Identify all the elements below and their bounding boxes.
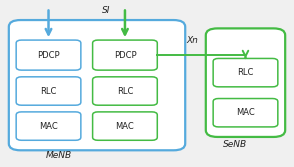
FancyBboxPatch shape: [213, 99, 278, 127]
Text: MAC: MAC: [116, 122, 134, 131]
FancyBboxPatch shape: [16, 77, 81, 105]
Text: SeNB: SeNB: [223, 140, 247, 149]
Text: MeNB: MeNB: [46, 151, 72, 160]
Text: Xn: Xn: [187, 36, 198, 45]
Text: RLC: RLC: [237, 68, 254, 77]
FancyBboxPatch shape: [93, 77, 157, 105]
Text: MAC: MAC: [236, 108, 255, 117]
Text: RLC: RLC: [117, 87, 133, 96]
Text: MAC: MAC: [39, 122, 58, 131]
FancyBboxPatch shape: [93, 40, 157, 70]
Text: RLC: RLC: [40, 87, 57, 96]
FancyBboxPatch shape: [93, 112, 157, 140]
FancyBboxPatch shape: [9, 20, 185, 150]
FancyBboxPatch shape: [16, 40, 81, 70]
FancyBboxPatch shape: [16, 112, 81, 140]
FancyBboxPatch shape: [213, 58, 278, 87]
Text: PDCP: PDCP: [37, 51, 60, 60]
Text: SI: SI: [102, 6, 110, 15]
Text: PDCP: PDCP: [114, 51, 136, 60]
FancyBboxPatch shape: [206, 28, 285, 137]
